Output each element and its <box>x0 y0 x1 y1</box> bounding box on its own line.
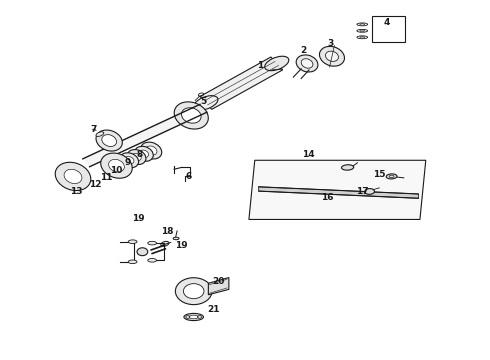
Polygon shape <box>259 187 418 198</box>
Ellipse shape <box>124 157 134 164</box>
Ellipse shape <box>120 153 139 168</box>
Ellipse shape <box>64 169 82 184</box>
Ellipse shape <box>96 130 122 151</box>
Ellipse shape <box>194 96 218 110</box>
Text: 6: 6 <box>186 172 192 181</box>
Ellipse shape <box>184 314 203 320</box>
Ellipse shape <box>342 165 354 170</box>
Ellipse shape <box>181 108 201 123</box>
Text: 9: 9 <box>124 158 131 167</box>
Polygon shape <box>83 104 207 167</box>
Text: 19: 19 <box>175 241 188 250</box>
Text: 10: 10 <box>110 166 122 175</box>
Ellipse shape <box>175 278 212 305</box>
Ellipse shape <box>148 258 157 262</box>
Text: 12: 12 <box>89 180 101 189</box>
Text: 11: 11 <box>100 173 113 182</box>
Text: 1: 1 <box>257 61 263 70</box>
Text: 20: 20 <box>212 276 224 285</box>
Ellipse shape <box>137 248 148 256</box>
Ellipse shape <box>386 174 397 179</box>
Text: 19: 19 <box>132 214 145 223</box>
Text: 21: 21 <box>207 305 220 314</box>
Ellipse shape <box>128 260 137 264</box>
Text: 4: 4 <box>384 18 390 27</box>
Ellipse shape <box>173 237 179 240</box>
Bar <box>372 16 405 42</box>
Ellipse shape <box>101 153 132 178</box>
Text: 18: 18 <box>161 228 173 237</box>
Ellipse shape <box>183 284 204 299</box>
Text: 17: 17 <box>356 187 368 196</box>
Ellipse shape <box>325 51 339 62</box>
Ellipse shape <box>296 55 318 72</box>
Ellipse shape <box>139 150 148 158</box>
Ellipse shape <box>141 142 162 159</box>
Ellipse shape <box>102 135 117 147</box>
Text: 14: 14 <box>302 150 315 159</box>
Ellipse shape <box>96 132 104 136</box>
Polygon shape <box>249 160 426 220</box>
Ellipse shape <box>365 189 374 194</box>
Ellipse shape <box>146 146 157 155</box>
Ellipse shape <box>55 162 91 190</box>
Ellipse shape <box>301 59 313 68</box>
Text: 5: 5 <box>200 96 207 105</box>
Ellipse shape <box>189 315 198 319</box>
Polygon shape <box>208 278 229 295</box>
Text: 2: 2 <box>300 46 307 55</box>
Ellipse shape <box>148 241 157 245</box>
Text: 16: 16 <box>321 193 333 202</box>
Text: 15: 15 <box>373 170 386 179</box>
Text: 8: 8 <box>137 150 143 159</box>
Text: 3: 3 <box>327 39 334 48</box>
Ellipse shape <box>109 159 124 172</box>
Text: 13: 13 <box>70 187 83 196</box>
Ellipse shape <box>174 102 208 129</box>
Ellipse shape <box>132 153 141 161</box>
Ellipse shape <box>127 149 146 165</box>
Text: 7: 7 <box>90 125 97 134</box>
Ellipse shape <box>319 46 344 66</box>
Ellipse shape <box>128 240 137 243</box>
Ellipse shape <box>265 56 289 71</box>
Ellipse shape <box>134 146 153 161</box>
Ellipse shape <box>161 241 169 246</box>
Polygon shape <box>200 57 283 109</box>
